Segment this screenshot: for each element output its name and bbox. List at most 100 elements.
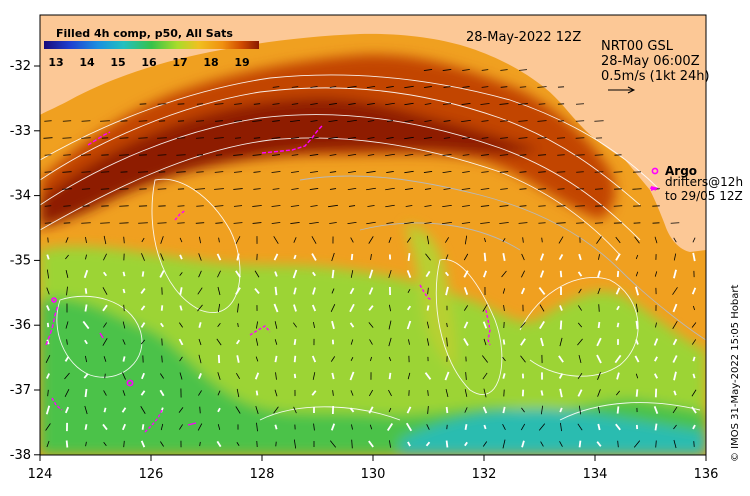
current-arrow bbox=[424, 154, 432, 156]
current-arrow bbox=[140, 406, 146, 414]
y-tick-label: -33 bbox=[10, 124, 31, 139]
current-arrow bbox=[329, 171, 337, 173]
current-arrow bbox=[46, 339, 50, 345]
current-arrow bbox=[408, 339, 410, 345]
current-arrow bbox=[311, 304, 317, 312]
current-arrow bbox=[122, 390, 126, 396]
current-arrow bbox=[558, 236, 564, 244]
current-arrow bbox=[103, 441, 107, 447]
current-arrow bbox=[331, 252, 335, 262]
current-arrow bbox=[597, 321, 601, 329]
current-arrow bbox=[519, 86, 527, 88]
current-arrow bbox=[293, 406, 297, 414]
current-arrow bbox=[348, 205, 356, 207]
map-date: 28-May-2022 12Z bbox=[466, 30, 581, 45]
current-arrow bbox=[122, 321, 126, 329]
current-arrow bbox=[502, 406, 506, 414]
current-arrow bbox=[254, 287, 260, 295]
current-arrow bbox=[46, 269, 50, 279]
current-arrow bbox=[62, 171, 72, 173]
current-arrow bbox=[537, 137, 547, 139]
current-arrow bbox=[160, 305, 164, 311]
current-arrow bbox=[347, 171, 357, 173]
x-tick-label: 134 bbox=[583, 467, 608, 482]
current-arrow bbox=[350, 339, 354, 345]
current-arrow bbox=[309, 154, 319, 156]
current-arrow bbox=[348, 103, 356, 105]
current-arrow bbox=[653, 405, 659, 415]
current-arrow bbox=[234, 103, 242, 105]
current-arrow bbox=[179, 424, 183, 430]
current-arrow bbox=[446, 337, 448, 347]
current-arrow bbox=[654, 271, 658, 277]
current-arrow bbox=[577, 322, 583, 328]
current-arrow bbox=[140, 288, 146, 294]
current-arrow bbox=[121, 407, 127, 413]
current-arrow bbox=[216, 338, 222, 346]
current-arrow bbox=[520, 338, 526, 346]
current-arrow bbox=[234, 137, 242, 139]
current-arrow bbox=[461, 103, 471, 105]
current-arrow bbox=[347, 221, 357, 225]
current-arrow bbox=[442, 103, 452, 105]
colorbar-tick-label: 17 bbox=[172, 56, 187, 69]
current-arrow bbox=[123, 440, 125, 448]
current-arrow bbox=[673, 269, 677, 279]
current-arrow bbox=[178, 338, 184, 346]
current-arrow bbox=[389, 304, 391, 312]
current-arrow bbox=[214, 205, 224, 207]
current-arrow bbox=[386, 423, 394, 431]
current-arrow bbox=[635, 303, 639, 313]
current-arrow bbox=[350, 270, 354, 278]
current-arrow bbox=[616, 406, 620, 414]
current-arrow bbox=[84, 388, 88, 398]
current-arrow bbox=[405, 422, 413, 432]
current-arrow bbox=[424, 205, 432, 207]
current-arrow bbox=[102, 304, 108, 312]
current-arrow bbox=[122, 288, 126, 294]
current-arrow bbox=[215, 154, 223, 156]
current-arrow bbox=[309, 136, 319, 140]
current-arrow bbox=[443, 188, 451, 190]
current-arrow bbox=[560, 422, 562, 432]
current-arrow bbox=[122, 339, 126, 345]
current-arrow bbox=[273, 253, 279, 261]
scale-label: 0.5m/s (1kt 24h) bbox=[601, 69, 710, 84]
current-arrow bbox=[331, 288, 335, 294]
current-arrow bbox=[388, 320, 392, 330]
current-arrow bbox=[483, 388, 487, 398]
current-arrow bbox=[519, 171, 527, 173]
current-arrow bbox=[350, 253, 354, 261]
current-arrow bbox=[406, 320, 412, 330]
current-arrow bbox=[444, 237, 450, 243]
current-arrow bbox=[84, 288, 88, 294]
x-tick-label: 136 bbox=[694, 467, 719, 482]
current-arrow bbox=[596, 441, 602, 447]
current-arrow bbox=[198, 322, 202, 328]
current-arrow bbox=[480, 205, 490, 207]
current-arrow bbox=[329, 154, 337, 156]
current-arrow bbox=[463, 270, 469, 278]
current-arrow bbox=[161, 355, 163, 363]
current-arrow bbox=[615, 390, 621, 396]
current-arrow bbox=[692, 252, 696, 262]
current-arrow bbox=[480, 222, 490, 224]
current-arrow bbox=[122, 372, 126, 380]
current-arrow bbox=[138, 171, 148, 173]
current-arrow bbox=[291, 154, 299, 156]
current-arrow bbox=[100, 120, 110, 122]
current-arrow bbox=[481, 137, 489, 139]
current-arrow bbox=[273, 303, 279, 313]
current-arrow bbox=[141, 237, 145, 243]
current-arrow bbox=[518, 222, 528, 224]
current-arrow bbox=[160, 253, 164, 261]
current-arrow bbox=[404, 221, 414, 225]
current-arrow bbox=[407, 441, 411, 447]
current-arrow bbox=[214, 188, 224, 190]
current-arrow bbox=[692, 373, 696, 379]
current-arrow bbox=[559, 270, 563, 278]
current-arrow bbox=[596, 354, 602, 364]
current-arrow bbox=[141, 372, 145, 380]
current-arrow bbox=[176, 137, 186, 139]
current-arrow bbox=[309, 221, 319, 225]
